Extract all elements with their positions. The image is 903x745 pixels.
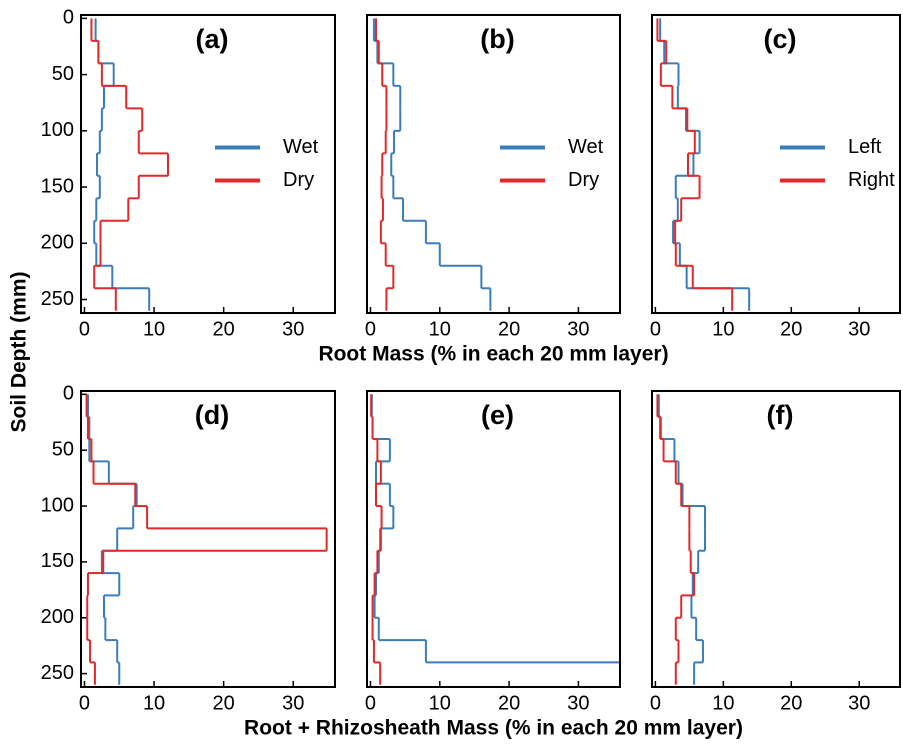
panel-title: (e) — [481, 400, 514, 430]
plot-frame — [651, 14, 901, 314]
y-tick-label: 0 — [63, 383, 74, 405]
x-tick-label: 20 — [213, 692, 235, 714]
y-tick-label: 150 — [41, 550, 74, 572]
y-tick-label: 200 — [41, 606, 74, 628]
x-tick-label: 30 — [282, 318, 304, 340]
plot-frame — [366, 390, 621, 688]
panel-title: (b) — [480, 24, 514, 54]
series-group — [85, 394, 328, 685]
x-tick-label: 30 — [282, 692, 304, 714]
legend-label: Right — [848, 169, 895, 191]
y-tick-label: 200 — [41, 232, 74, 254]
plot-frame — [651, 390, 901, 688]
plot-frame — [366, 14, 621, 314]
panel-title: (c) — [764, 24, 797, 54]
x-tick-label: 30 — [848, 318, 870, 340]
panel: 0 10 20 30 (f) — [650, 390, 901, 714]
x-tick-label: 10 — [429, 692, 451, 714]
x-axis-label: Root + Rhizosheath Mass (% in each 20 mm… — [244, 717, 743, 740]
legend-label: Dry — [568, 169, 599, 191]
y-tick-label: 50 — [52, 438, 74, 460]
y-tick-label: 150 — [41, 175, 74, 197]
x-tick-label: 0 — [650, 692, 661, 714]
panel: 0 10 20 30 Left Right (c) — [650, 14, 901, 340]
y-tick-label: 0 — [63, 7, 74, 29]
plot-frame — [80, 390, 336, 688]
x-tick-label: 0 — [79, 318, 90, 340]
x-tick-label: 30 — [848, 692, 870, 714]
x-tick-label: 20 — [213, 318, 235, 340]
series-group — [656, 394, 706, 685]
y-tick-label: 250 — [41, 288, 74, 310]
y-tick-label: 100 — [41, 494, 74, 516]
legend-label: Dry — [283, 169, 314, 191]
x-axis-label: Root Mass (% in each 20 mm layer) — [318, 343, 668, 366]
legend-label: Wet — [568, 136, 604, 158]
series-group — [370, 394, 620, 685]
legend-label: Left — [848, 136, 882, 158]
x-tick-label: 20 — [780, 318, 802, 340]
x-tick-label: 0 — [365, 692, 376, 714]
x-tick-label: 10 — [712, 318, 734, 340]
x-tick-label: 30 — [567, 318, 589, 340]
x-tick-label: 10 — [712, 692, 734, 714]
x-tick-label: 0 — [650, 318, 661, 340]
y-tick-label: 50 — [52, 63, 74, 85]
panel: 0 10 20 30 0 50 100 150 200 250 Wet Dry (a) — [41, 7, 336, 340]
plot-frame — [80, 14, 336, 314]
y-axis-label: Soil Depth (mm) — [8, 272, 31, 433]
x-tick-label: 10 — [143, 692, 165, 714]
panel: 0 10 20 30 0 50 100 150 200 250 (d) — [41, 383, 336, 714]
x-tick-label: 20 — [498, 692, 520, 714]
y-tick-label: 250 — [41, 662, 74, 684]
series-group — [90, 18, 169, 311]
panel: 0 10 20 30 Wet Dry (b) Root Mass (% in each 20 … — [318, 14, 669, 366]
panel-title: (a) — [196, 24, 229, 54]
x-tick-label: 0 — [365, 318, 376, 340]
panel-title: (d) — [195, 400, 229, 430]
x-tick-label: 20 — [780, 692, 802, 714]
series-group — [656, 18, 751, 311]
panel: 0 10 20 30 (e) Root + Rhizosheath Mass (% in … — [244, 390, 743, 740]
x-tick-label: 10 — [143, 318, 165, 340]
x-tick-label: 30 — [567, 692, 589, 714]
legend-label: Wet — [283, 136, 319, 158]
x-tick-label: 0 — [79, 692, 90, 714]
y-tick-label: 100 — [41, 119, 74, 141]
x-tick-label: 10 — [429, 318, 451, 340]
x-tick-label: 20 — [498, 318, 520, 340]
series-group — [372, 18, 492, 311]
panel-title: (f) — [767, 400, 794, 430]
